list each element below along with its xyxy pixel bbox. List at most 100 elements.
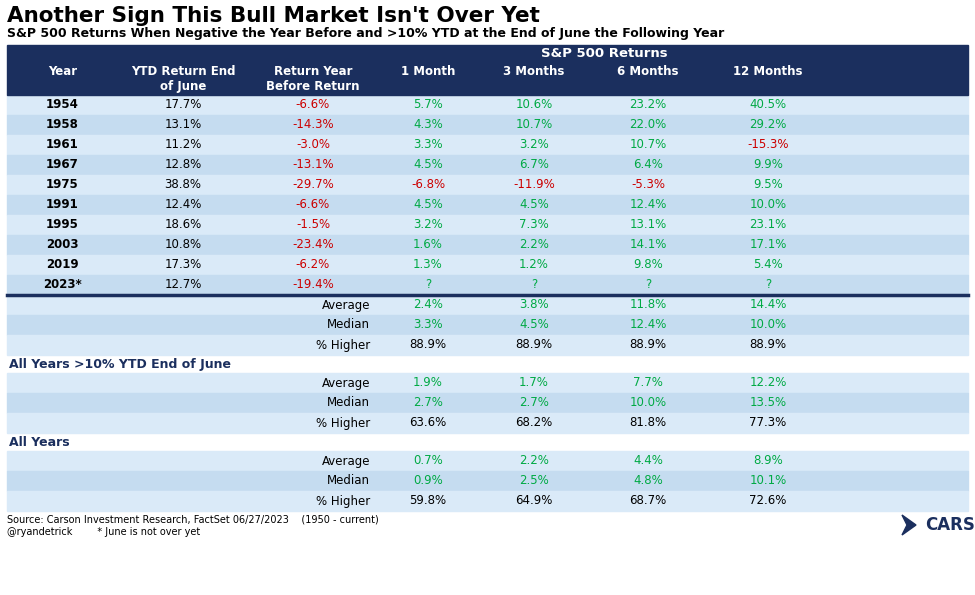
Text: 23.1%: 23.1% [750, 218, 787, 231]
Text: % Higher: % Higher [316, 494, 370, 508]
Text: -14.3%: -14.3% [292, 118, 333, 131]
Text: 10.1%: 10.1% [750, 474, 787, 487]
Text: -11.9%: -11.9% [513, 178, 555, 192]
Text: 88.9%: 88.9% [516, 339, 553, 352]
Text: 0.7%: 0.7% [413, 455, 443, 468]
Text: 10.8%: 10.8% [165, 239, 202, 252]
Text: 64.9%: 64.9% [516, 494, 553, 508]
Text: 12.4%: 12.4% [165, 199, 202, 211]
Text: 7.7%: 7.7% [633, 377, 663, 390]
Text: 2003: 2003 [46, 239, 79, 252]
Text: 1995: 1995 [46, 218, 79, 231]
Text: 5.4%: 5.4% [753, 258, 783, 271]
Text: -29.7%: -29.7% [292, 178, 333, 192]
Text: 3.8%: 3.8% [519, 299, 549, 312]
Text: 10.7%: 10.7% [516, 118, 553, 131]
Text: Source: Carson Investment Research, FactSet 06/27/2023    (1950 - current): Source: Carson Investment Research, Fact… [7, 515, 378, 525]
Text: 10.0%: 10.0% [630, 396, 667, 409]
Text: 88.9%: 88.9% [750, 339, 787, 352]
Text: 3.3%: 3.3% [413, 318, 443, 331]
Bar [7, 471, 968, 491]
Text: 7.3%: 7.3% [519, 218, 549, 231]
Text: 68.7%: 68.7% [630, 494, 667, 508]
Text: 3.3%: 3.3% [413, 139, 443, 152]
Text: 2023*: 2023* [43, 278, 82, 292]
Bar [7, 373, 968, 393]
Text: 40.5%: 40.5% [750, 99, 787, 111]
Text: 17.3%: 17.3% [165, 258, 202, 271]
Text: 23.2%: 23.2% [630, 99, 667, 111]
Text: 17.1%: 17.1% [750, 239, 787, 252]
Text: 17.7%: 17.7% [165, 99, 202, 111]
Text: 2.5%: 2.5% [519, 474, 549, 487]
Bar [7, 195, 968, 215]
Bar [7, 451, 968, 471]
Text: 1 Month: 1 Month [401, 65, 455, 78]
Bar [7, 45, 968, 95]
Text: 9.8%: 9.8% [633, 258, 663, 271]
Text: Median: Median [327, 474, 370, 487]
Text: Year: Year [48, 65, 77, 78]
Text: 4.5%: 4.5% [519, 199, 549, 211]
Text: 2.7%: 2.7% [519, 396, 549, 409]
Text: 12.4%: 12.4% [629, 318, 667, 331]
Text: 3.2%: 3.2% [519, 139, 549, 152]
Text: ?: ? [644, 278, 651, 292]
Bar [7, 95, 968, 115]
Text: 22.0%: 22.0% [630, 118, 667, 131]
Text: 9.5%: 9.5% [753, 178, 783, 192]
Text: 5.7%: 5.7% [413, 99, 443, 111]
Text: 6.7%: 6.7% [519, 158, 549, 171]
Text: 38.8%: 38.8% [165, 178, 202, 192]
Text: 13.1%: 13.1% [165, 118, 202, 131]
Text: 6 Months: 6 Months [617, 65, 679, 78]
Text: YTD Return End
of June: YTD Return End of June [131, 65, 235, 93]
Text: 1.7%: 1.7% [519, 377, 549, 390]
Text: Average: Average [322, 377, 370, 390]
Text: 1967: 1967 [46, 158, 79, 171]
Text: 10.0%: 10.0% [750, 199, 787, 211]
Text: 12 Months: 12 Months [733, 65, 802, 78]
Bar [7, 215, 968, 235]
Bar [7, 335, 968, 355]
Text: -3.0%: -3.0% [296, 139, 330, 152]
Text: 72.6%: 72.6% [750, 494, 787, 508]
Bar [7, 135, 968, 155]
Text: 10.0%: 10.0% [750, 318, 787, 331]
Bar [7, 393, 968, 413]
Text: 81.8%: 81.8% [630, 416, 667, 430]
Text: 29.2%: 29.2% [750, 118, 787, 131]
Text: 10.7%: 10.7% [630, 139, 667, 152]
Text: 14.1%: 14.1% [629, 239, 667, 252]
Text: Average: Average [322, 455, 370, 468]
Text: 13.1%: 13.1% [630, 218, 667, 231]
Text: % Higher: % Higher [316, 339, 370, 352]
Text: ?: ? [530, 278, 537, 292]
Text: 8.9%: 8.9% [753, 455, 783, 468]
Text: Return Year
Before Return: Return Year Before Return [266, 65, 360, 93]
Text: -13.1%: -13.1% [292, 158, 333, 171]
Text: Average: Average [322, 299, 370, 312]
Text: -6.6%: -6.6% [295, 199, 331, 211]
Text: All Years: All Years [9, 436, 69, 449]
Text: 3 Months: 3 Months [503, 65, 565, 78]
Text: 2019: 2019 [46, 258, 79, 271]
Text: 13.5%: 13.5% [750, 396, 787, 409]
Text: S&P 500 Returns: S&P 500 Returns [541, 47, 667, 60]
Text: 11.8%: 11.8% [630, 299, 667, 312]
Bar [7, 275, 968, 295]
Text: -6.8%: -6.8% [410, 178, 445, 192]
Text: 59.8%: 59.8% [410, 494, 447, 508]
Bar [7, 295, 968, 315]
Text: 68.2%: 68.2% [516, 416, 553, 430]
Text: 1958: 1958 [46, 118, 79, 131]
Text: 18.6%: 18.6% [165, 218, 202, 231]
Text: CARSON: CARSON [925, 516, 975, 534]
Text: 1954: 1954 [46, 99, 79, 111]
Text: 14.4%: 14.4% [750, 299, 787, 312]
Text: @ryandetrick        * June is not over yet: @ryandetrick * June is not over yet [7, 527, 200, 537]
Text: 1991: 1991 [46, 199, 79, 211]
Text: -5.3%: -5.3% [631, 178, 665, 192]
Text: 4.5%: 4.5% [519, 318, 549, 331]
Text: 12.8%: 12.8% [165, 158, 202, 171]
